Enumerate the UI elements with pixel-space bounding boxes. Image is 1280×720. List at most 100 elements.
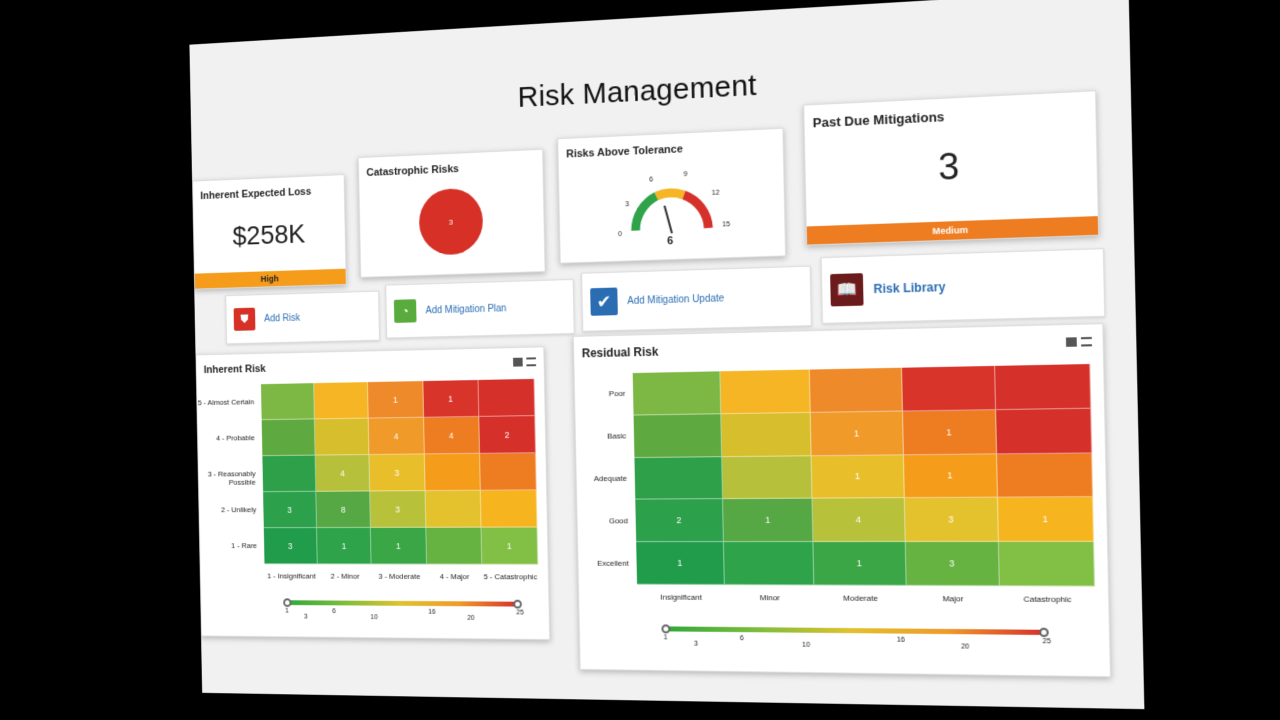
- heatmap-cell[interactable]: [721, 413, 812, 457]
- heatmap-cell[interactable]: 3: [264, 528, 318, 564]
- heatmap-cell[interactable]: 2: [635, 499, 724, 542]
- heatmap-cell[interactable]: [424, 454, 480, 491]
- heatmap-cell[interactable]: 1: [723, 499, 814, 542]
- heatmap-cell[interactable]: [995, 364, 1091, 410]
- heatmap-cell[interactable]: [724, 542, 815, 585]
- row-label: 2 - Unlikely: [221, 505, 256, 514]
- column-label: Minor: [725, 593, 815, 603]
- heatmap-cell[interactable]: [480, 453, 537, 491]
- heatmap-cell[interactable]: [315, 419, 370, 456]
- heatmap-cell[interactable]: 2: [479, 416, 536, 454]
- gauge-value: 6: [667, 235, 673, 247]
- menu-icon[interactable]: [1081, 337, 1092, 347]
- heatmap-cell[interactable]: 4: [316, 455, 371, 492]
- heatmap-cell[interactable]: 3: [905, 542, 999, 586]
- heatmap-cell[interactable]: 1: [423, 380, 479, 418]
- action-label: Add Mitigation Update: [627, 293, 724, 307]
- book-icon: 📖: [830, 273, 863, 306]
- legend-tick: 1: [285, 608, 289, 615]
- row-label: Excellent: [597, 558, 629, 567]
- heatmap-cell[interactable]: [902, 366, 996, 411]
- heatmap-cell[interactable]: [721, 370, 812, 414]
- legend-tick: 3: [694, 641, 698, 648]
- shield-icon: ⛊: [234, 308, 256, 331]
- heatmap-cell[interactable]: [810, 368, 902, 413]
- heatmap-cell[interactable]: [314, 382, 369, 419]
- legend-tick: 25: [1042, 638, 1050, 645]
- severity-badge: Medium: [807, 216, 1098, 245]
- heatmap-cell[interactable]: 1: [481, 527, 538, 564]
- heatmap-toggle-icon[interactable]: [1066, 337, 1077, 347]
- risk-library-button[interactable]: 📖 Risk Library: [821, 248, 1106, 324]
- kpi-inherent-expected-loss[interactable]: Inherent Expected Loss $258K High: [192, 174, 347, 290]
- inherent-legend: 1 3 6 10 16 20 25: [287, 596, 519, 627]
- heatmap-cell[interactable]: [634, 457, 723, 500]
- heatmap-cell[interactable]: 1: [368, 381, 423, 418]
- kpi-past-due-mitigations[interactable]: Past Due Mitigations 3 Medium: [803, 90, 1099, 245]
- panel-title: Inherent Risk: [204, 363, 266, 376]
- legend-tick: 25: [516, 609, 524, 616]
- gauge-tick: 6: [649, 176, 653, 183]
- donut-value: 3: [449, 217, 453, 226]
- gauge-icon: ◔: [394, 299, 417, 323]
- heatmap-cell[interactable]: [262, 419, 316, 456]
- row-label: 1 - Rare: [231, 541, 257, 550]
- legend-tick: 20: [467, 615, 474, 622]
- legend-max-handle[interactable]: [513, 600, 522, 609]
- heatmap-cell[interactable]: 3: [904, 498, 998, 542]
- heatmap-cell[interactable]: 1: [998, 498, 1094, 543]
- add-mitigation-plan-button[interactable]: ◔ Add Mitigation Plan: [385, 279, 574, 339]
- legend-min-handle[interactable]: [283, 598, 291, 607]
- heatmap-cell[interactable]: 3: [263, 492, 317, 528]
- heatmap-cell[interactable]: 1: [814, 542, 906, 586]
- row-label: 3 - Reasonably Possible: [199, 469, 256, 486]
- heatmap-cell[interactable]: [634, 414, 723, 458]
- heatmap-toggle-icon[interactable]: [513, 358, 523, 367]
- column-label: Moderate: [815, 593, 907, 603]
- heatmap-cell[interactable]: [999, 542, 1095, 587]
- heatmap-cell[interactable]: 1: [903, 410, 997, 455]
- heatmap-cell[interactable]: [996, 408, 1092, 453]
- heatmap-cell[interactable]: [633, 371, 722, 415]
- heatmap-cell[interactable]: [262, 456, 316, 493]
- heatmap-cell[interactable]: 3: [370, 491, 425, 528]
- heatmap-cell[interactable]: 1: [903, 454, 997, 499]
- legend-tick: 10: [370, 614, 377, 621]
- kpi-catastrophic-risks[interactable]: Catastrophic Risks 3: [358, 149, 546, 278]
- heatmap-cell[interactable]: 1: [317, 528, 372, 564]
- heatmap-cell[interactable]: 3: [370, 454, 425, 491]
- heatmap-cell[interactable]: 1: [812, 455, 904, 499]
- heatmap-cell[interactable]: 4: [369, 418, 424, 455]
- heatmap-cell[interactable]: [997, 453, 1093, 498]
- heatmap-cell[interactable]: 1: [811, 411, 903, 456]
- add-mitigation-update-button[interactable]: ✔ Add Mitigation Update: [581, 266, 812, 332]
- gauge-tick: 3: [625, 201, 629, 208]
- heatmap-cell[interactable]: [261, 383, 315, 420]
- heatmap-cell[interactable]: [425, 491, 481, 528]
- heatmap-cell[interactable]: 4: [813, 499, 905, 543]
- heatmap-cell[interactable]: [478, 379, 535, 417]
- action-label: Add Mitigation Plan: [425, 303, 506, 316]
- column-label: 5 - Catastrophic: [482, 572, 538, 581]
- kpi-risks-above-tolerance[interactable]: Risks Above Tolerance 0 3 6 9 12 15 6: [557, 128, 786, 264]
- legend-gradient: [665, 626, 1044, 635]
- column-label: 3 - Moderate: [372, 572, 427, 581]
- heatmap-cell[interactable]: 1: [371, 528, 426, 565]
- heatmap-cell[interactable]: 1: [636, 542, 725, 585]
- heatmap-cell[interactable]: [722, 456, 813, 500]
- legend-max-handle[interactable]: [1039, 628, 1049, 637]
- heatmap-cell[interactable]: 4: [424, 417, 480, 455]
- inherent-risk-panel: Inherent Risk 5 - Almost Certain 4 - Prob…: [196, 346, 551, 640]
- menu-icon[interactable]: [526, 357, 536, 366]
- row-label: 5 - Almost Certain: [198, 398, 255, 407]
- legend-tick: 6: [740, 635, 744, 642]
- legend-min-handle[interactable]: [661, 624, 670, 633]
- heatmap-cell[interactable]: [426, 528, 482, 565]
- legend-gradient: [287, 600, 518, 606]
- add-risk-button[interactable]: ⛊ Add Risk: [225, 291, 380, 345]
- gauge-tick: 15: [722, 221, 730, 228]
- heatmap-cell[interactable]: [481, 490, 538, 527]
- heatmap-cell[interactable]: 8: [316, 491, 371, 528]
- column-label: Insignificant: [637, 593, 725, 602]
- column-label: Major: [906, 594, 1000, 604]
